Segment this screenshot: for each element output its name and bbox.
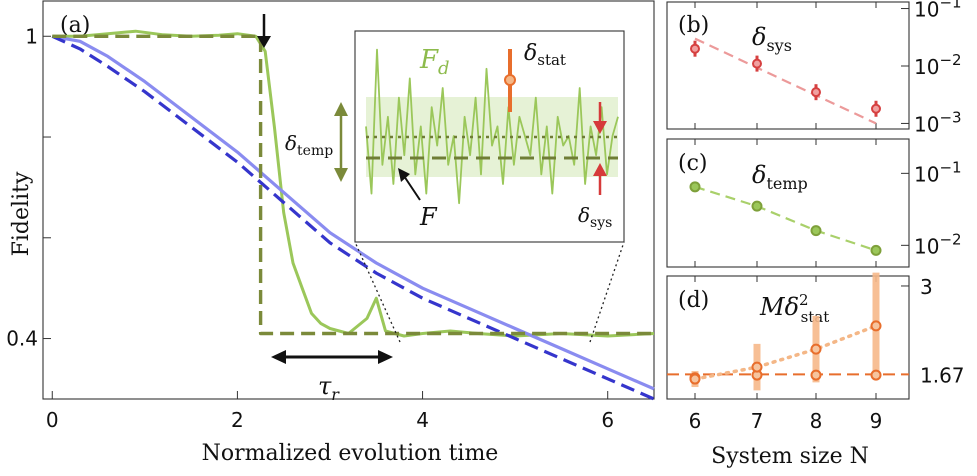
panel-c-frame [666, 138, 910, 268]
panel-d-ytick-label: 3 [920, 275, 933, 299]
x-tick-label: 2 [231, 408, 244, 432]
zoom-line-left [354, 241, 401, 343]
panel-d-point-upper [689, 373, 701, 385]
tau-arrow [271, 350, 393, 364]
panel-d-point-upper [810, 343, 822, 355]
panel-b: (b) δsys 10−1 10−2 10−3 [666, 0, 962, 136]
inset: Fd F δstat δtemp δ [285, 30, 625, 243]
y-axis-label: Fidelity [9, 171, 34, 256]
inset-fd-line [365, 48, 619, 205]
panel-d-xtick-label: 9 [870, 409, 883, 433]
inset-fd-label: Fd [419, 45, 450, 79]
delta-temp-arrow [334, 102, 348, 182]
delta-sys-label: δsys [578, 203, 612, 231]
x-tick-label: 6 [601, 408, 614, 432]
panel-d-xtick-label: 7 [751, 409, 764, 433]
panel-d-trend [693, 324, 878, 381]
y-tick-label: 1 [25, 24, 38, 48]
x-tick-label: 0 [46, 408, 59, 432]
x-tick-label: 4 [416, 408, 429, 432]
panel-b-point [871, 103, 881, 114]
inset-fd-series [365, 48, 619, 205]
panel-c-ytick-label: 10−2 [914, 230, 962, 258]
panel-d: (d) Mδ2stat 6 7 8 9 3 1.67 System size N [666, 272, 965, 469]
panel-b-label: (b) [678, 13, 709, 38]
delta-temp-label: δtemp [285, 131, 333, 159]
panel-d-frame [666, 275, 910, 400]
panel-d-xtick-label: 6 [689, 409, 702, 433]
x-axis-label: Normalized evolution time [202, 441, 499, 466]
delta-stat-label: δstat [524, 41, 566, 69]
panel-b-ytick-label: 10−3 [914, 108, 962, 136]
panel-c-content: 10−1 10−2 [689, 139, 962, 267]
panel-c-title: δtemp [752, 161, 808, 193]
panel-d-ytick-label: 1.67 [920, 363, 965, 387]
series-line-1 [52, 34, 655, 391]
panel-d-xlabel: System size N [711, 444, 869, 469]
panel-b-point [752, 58, 762, 69]
panel-c-point [689, 181, 701, 193]
panel-b-content: 10−1 10−2 10−3 [690, 0, 962, 136]
panel-a-frame [42, 0, 655, 400]
delta-sys-arrows [593, 102, 607, 195]
panel-c: (c) δtemp 10−1 10−2 [666, 138, 962, 268]
panel-c-point [870, 244, 882, 256]
panel-a-label: (a) [60, 13, 90, 38]
panel-d-xtick-label: 8 [810, 409, 823, 433]
panel-c-fit [694, 185, 877, 252]
panel-a-series [51, 29, 655, 401]
panel-a: (a) Normalized evolution time Fidelity 0… [6, 0, 655, 466]
panel-c-ytick-label: 10−1 [914, 158, 962, 186]
panel-d-label: (d) [678, 288, 709, 313]
series-line-3 [52, 34, 654, 336]
panel-d-point-upper [751, 361, 763, 373]
tau-label: τr [318, 372, 340, 404]
delta-stat-point [504, 74, 516, 86]
panel-c-point [810, 225, 822, 237]
inset-f-arrow [398, 168, 421, 201]
panel-b-title: δsys [752, 23, 792, 55]
panel-b-point [811, 87, 821, 98]
y-tick-label: 0.4 [6, 327, 38, 351]
panel-d-title: Mδ2stat [759, 291, 829, 326]
panel-d-point-lower [870, 369, 882, 381]
panel-c-point [751, 200, 763, 212]
panel-d-point-lower [810, 369, 822, 381]
panel-a-ticks: 0 2 4 6 0.4 1 [6, 24, 614, 432]
panel-c-label: (c) [678, 151, 708, 176]
panel-b-ytick-label: 10−2 [914, 51, 962, 79]
panel-d-content: 6 7 8 9 3 1.67 [667, 272, 965, 433]
zoom-line-right [589, 241, 625, 343]
series-line-2 [51, 34, 655, 401]
panel-b-point [690, 43, 700, 54]
panel-d-point-upper [870, 320, 882, 332]
panel-b-fit [694, 37, 877, 125]
panel-b-ytick-label: 10−1 [914, 0, 962, 22]
quench-arrow [257, 14, 271, 48]
inset-f-label: F [419, 203, 438, 231]
